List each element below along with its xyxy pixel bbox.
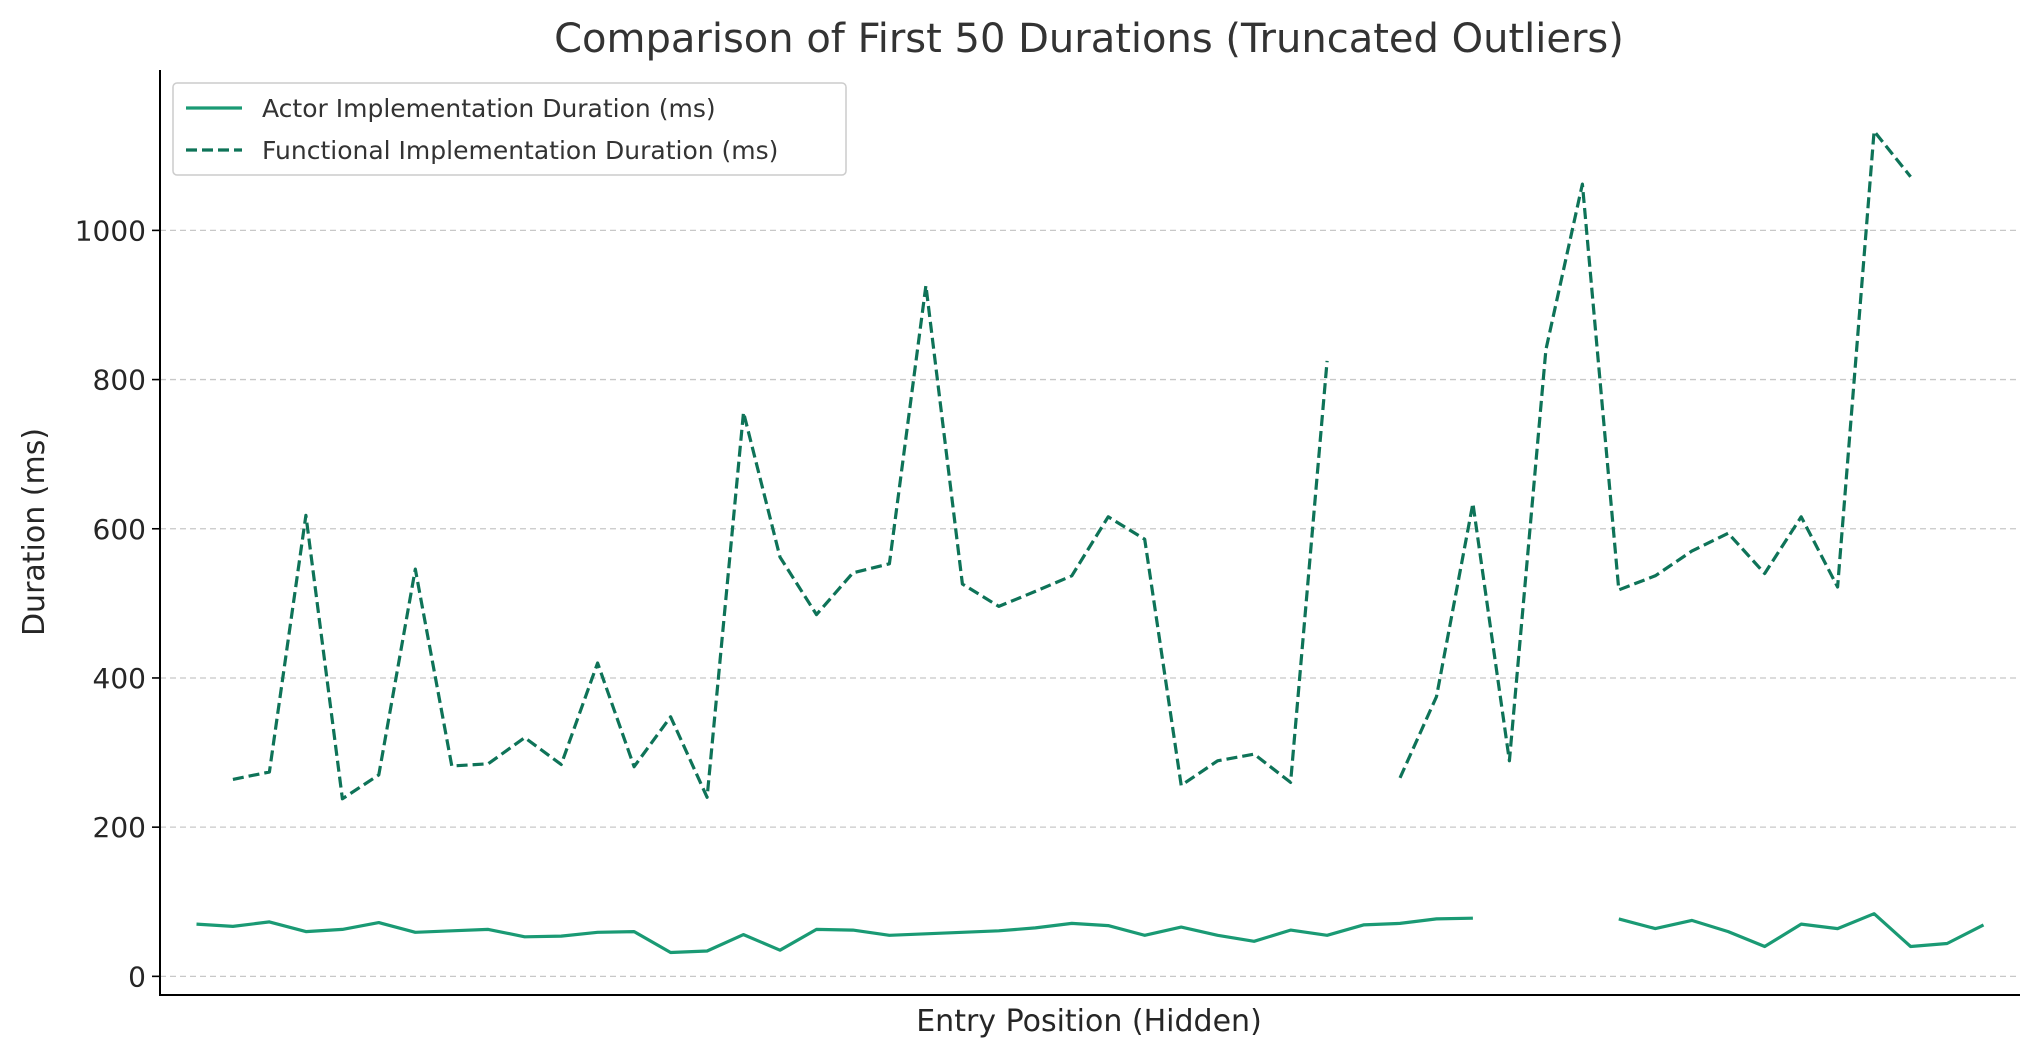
y-ticks: 0 200 400 600 800 1000 (75, 214, 160, 993)
y-tick-label-0: 0 (128, 960, 146, 993)
series-line-actor (196, 912, 1985, 955)
y-tick-label-400: 400 (93, 662, 146, 695)
y-tick-label-200: 200 (93, 811, 146, 844)
y-tick-label-1000: 1000 (75, 214, 146, 247)
legend-label-actor: Actor Implementation Duration (ms) (262, 94, 716, 123)
y-tick-label-600: 600 (93, 513, 146, 546)
x-axis-label: Entry Position (Hidden) (916, 1004, 1262, 1039)
series-layer (196, 131, 1985, 955)
chart-title: Comparison of First 50 Durations (Trunca… (554, 16, 1624, 62)
y-tick-label-800: 800 (93, 364, 146, 397)
axes (159, 70, 2020, 996)
legend: Actor Implementation Duration (ms) Funct… (172, 82, 847, 176)
legend-box (172, 82, 847, 176)
y-axis-label: Duration (ms) (17, 428, 52, 636)
grid-lines (160, 229, 2020, 978)
series-line-functional (233, 131, 1984, 799)
legend-label-functional: Functional Implementation Duration (ms) (262, 136, 778, 165)
